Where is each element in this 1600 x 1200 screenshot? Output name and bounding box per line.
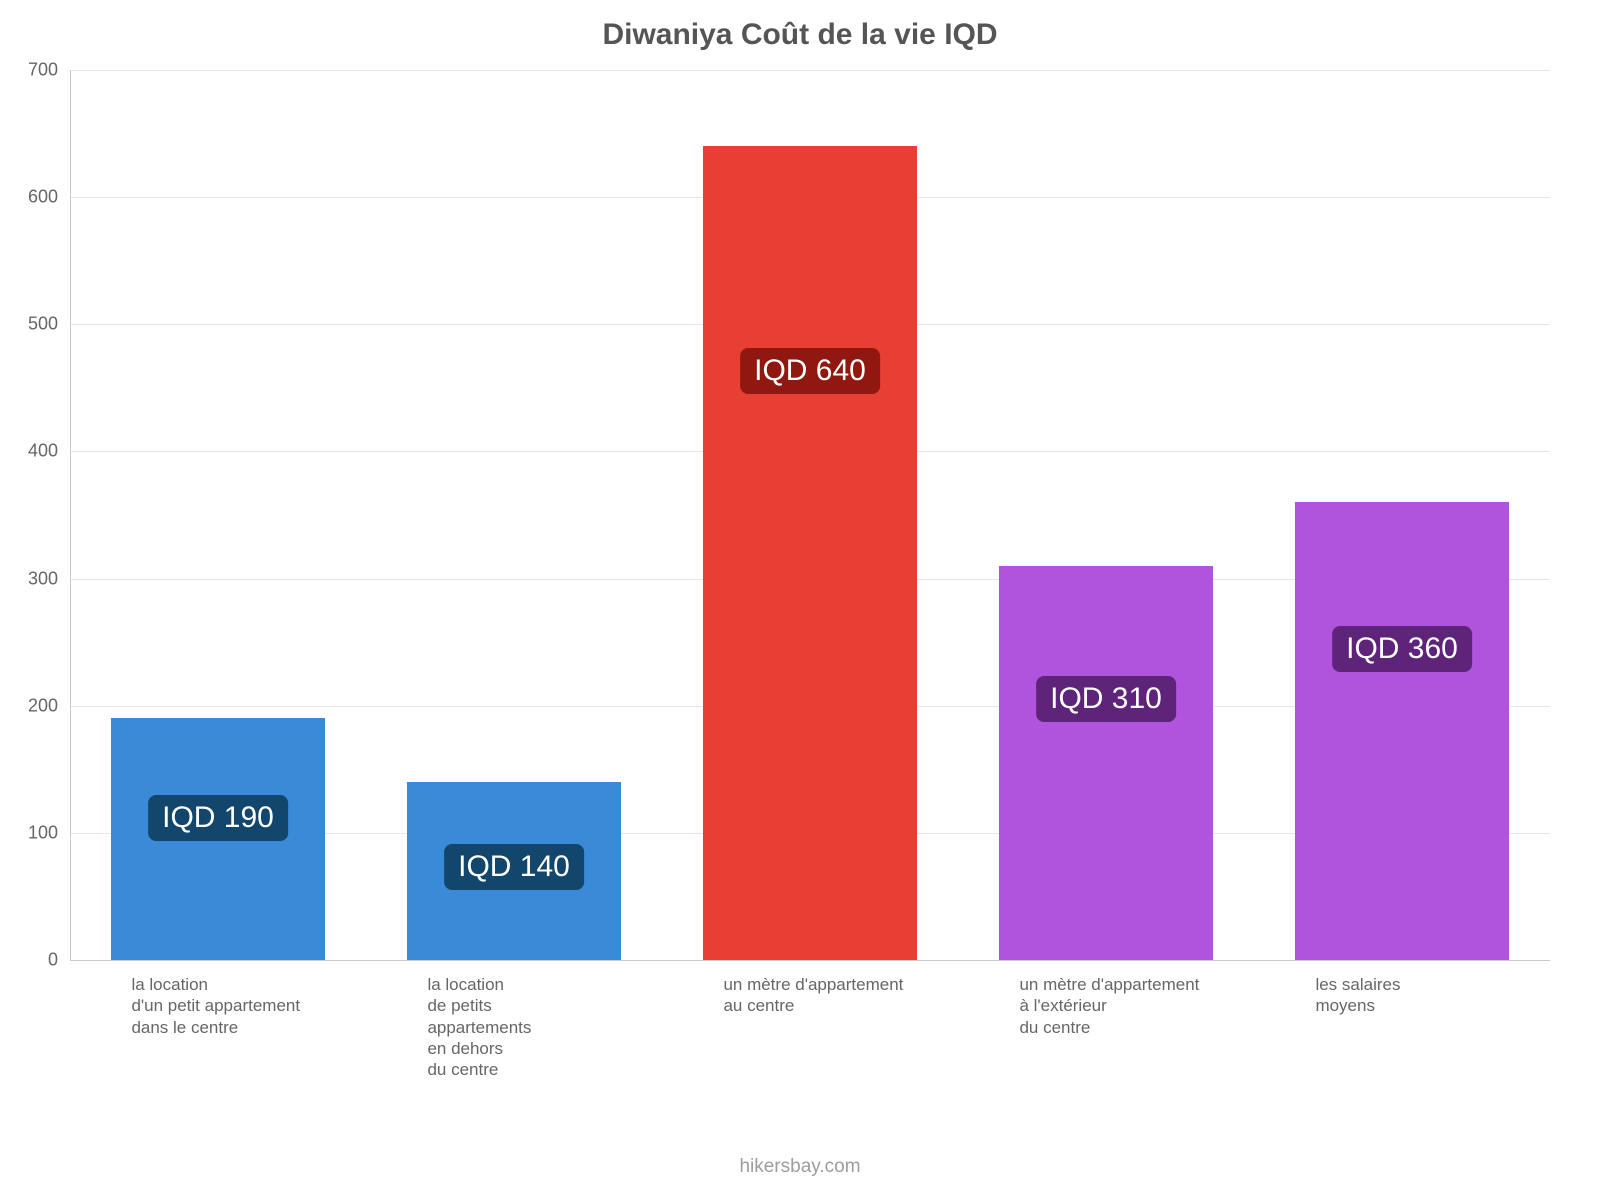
y-tick-label: 700	[3, 60, 58, 81]
x-axis-line	[70, 960, 1550, 961]
y-axis-line	[70, 70, 71, 960]
plot-area: 0100200300400500600700IQD 190la location…	[70, 70, 1550, 960]
x-tick-label-line: du centre	[1019, 1017, 1212, 1038]
y-tick-label: 200	[3, 695, 58, 716]
y-tick-label: 500	[3, 314, 58, 335]
x-tick-label: un mètre d'appartementà l'extérieurdu ce…	[1019, 974, 1212, 1038]
y-tick-label: 400	[3, 441, 58, 462]
x-tick-label: les salairesmoyens	[1315, 974, 1508, 1017]
y-gridline	[70, 70, 1550, 71]
bar-value-badge: IQD 190	[148, 795, 288, 841]
x-tick-label-line: à l'extérieur	[1019, 995, 1212, 1016]
x-tick-label: un mètre d'appartementau centre	[723, 974, 916, 1017]
bar: IQD 310	[999, 566, 1212, 960]
x-tick-label-line: de petits	[427, 995, 620, 1016]
x-tick-label: la locationde petitsappartementsen dehor…	[427, 974, 620, 1080]
x-tick-label-line: du centre	[427, 1059, 620, 1080]
x-tick-label-line: d'un petit appartement	[131, 995, 324, 1016]
x-tick-label-line: la location	[131, 974, 324, 995]
bar: IQD 640	[703, 146, 916, 960]
x-tick-label-line: un mètre d'appartement	[723, 974, 916, 995]
x-tick-label: la locationd'un petit appartementdans le…	[131, 974, 324, 1038]
x-tick-label-line: au centre	[723, 995, 916, 1016]
bar: IQD 140	[407, 782, 620, 960]
bar-value-badge: IQD 360	[1332, 626, 1472, 672]
x-tick-label-line: un mètre d'appartement	[1019, 974, 1212, 995]
chart-container: Diwaniya Coût de la vie IQD 010020030040…	[0, 0, 1600, 1200]
y-tick-label: 0	[3, 950, 58, 971]
bar-value-badge: IQD 140	[444, 844, 584, 890]
bar-value-badge: IQD 310	[1036, 676, 1176, 722]
footer-credit: hikersbay.com	[0, 1156, 1600, 1178]
bar-value-badge: IQD 640	[740, 348, 880, 394]
chart-title: Diwaniya Coût de la vie IQD	[0, 18, 1600, 52]
y-tick-label: 600	[3, 187, 58, 208]
y-tick-label: 300	[3, 568, 58, 589]
x-tick-label-line: en dehors	[427, 1038, 620, 1059]
x-tick-label-line: la location	[427, 974, 620, 995]
x-tick-label-line: les salaires	[1315, 974, 1508, 995]
y-tick-label: 100	[3, 822, 58, 843]
bar: IQD 190	[111, 718, 324, 960]
x-tick-label-line: moyens	[1315, 995, 1508, 1016]
bar: IQD 360	[1295, 502, 1508, 960]
x-tick-label-line: dans le centre	[131, 1017, 324, 1038]
x-tick-label-line: appartements	[427, 1017, 620, 1038]
